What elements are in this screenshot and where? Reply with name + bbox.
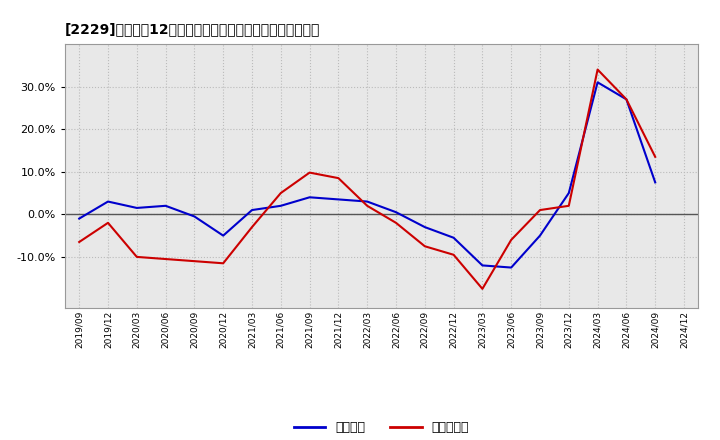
Text: [2229]　利益の12か月移動合計の対前年同期増減率の推移: [2229] 利益の12か月移動合計の対前年同期増減率の推移 bbox=[65, 22, 320, 36]
Legend: 経常利益, 当期絔利益: 経常利益, 当期絔利益 bbox=[289, 416, 474, 439]
